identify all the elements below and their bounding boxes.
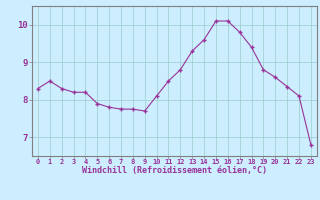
X-axis label: Windchill (Refroidissement éolien,°C): Windchill (Refroidissement éolien,°C) <box>82 166 267 175</box>
